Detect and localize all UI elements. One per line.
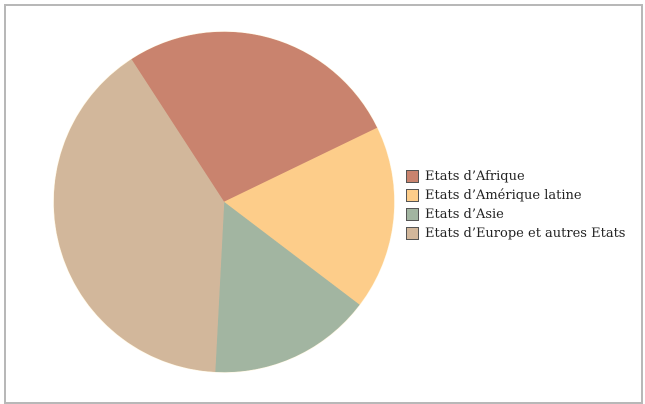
legend-swatch-asie bbox=[406, 208, 419, 221]
legend-label-amerique-latine: Etats d’Amérique latine bbox=[425, 188, 582, 203]
pie-slice-afrique bbox=[131, 31, 378, 203]
pie-slices bbox=[53, 31, 395, 373]
pie-slice-asie bbox=[214, 201, 360, 373]
pie-slice-europe-autres bbox=[53, 59, 225, 373]
legend-item-asie: Etats d’Asie bbox=[406, 205, 625, 224]
legend-item-europe-autres: Etats d’Europe et autres Etats bbox=[406, 224, 625, 243]
legend-item-amerique-latine: Etats d’Amérique latine bbox=[406, 186, 625, 205]
legend-swatch-afrique bbox=[406, 170, 419, 183]
legend-swatch-europe-autres bbox=[406, 227, 419, 240]
legend-label-asie: Etats d’Asie bbox=[425, 207, 504, 222]
legend-swatch-amerique-latine bbox=[406, 189, 419, 202]
legend-label-afrique: Etats d’Afrique bbox=[425, 169, 525, 184]
legend-label-europe-autres: Etats d’Europe et autres Etats bbox=[425, 226, 626, 241]
pie-slice-amerique-latine bbox=[223, 127, 395, 306]
legend-item-afrique: Etats d’Afrique bbox=[406, 167, 625, 186]
pie-chart bbox=[53, 31, 395, 373]
chart-legend: Etats d’Afrique Etats d’Amérique latine … bbox=[406, 167, 625, 243]
